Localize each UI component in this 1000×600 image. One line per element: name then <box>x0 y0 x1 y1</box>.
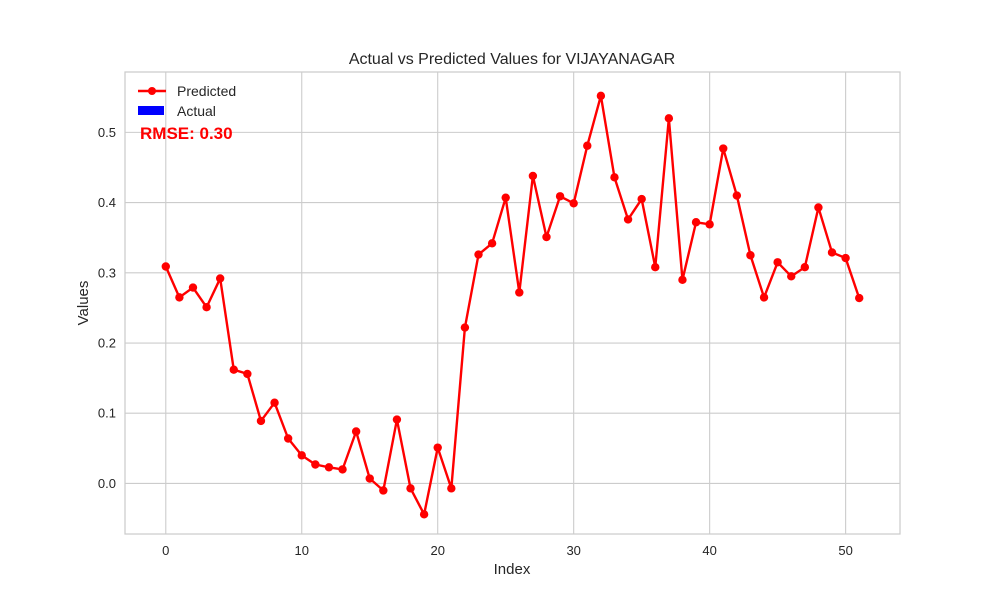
predicted-data-point <box>528 171 538 181</box>
predicted-data-point <box>583 141 592 150</box>
predicted-data-point <box>419 510 429 519</box>
x-tick-label: 30 <box>566 543 580 558</box>
predicted-data-point <box>623 215 633 224</box>
predicted-data-point <box>474 250 483 259</box>
predicted-data-point <box>596 91 606 101</box>
predicted-data-point <box>243 369 252 379</box>
chart-title: Actual vs Predicted Values for VIJAYANAG… <box>349 51 675 68</box>
predicted-data-point <box>651 262 660 272</box>
predicted-data-point <box>855 293 864 303</box>
predicted-data-point <box>188 283 198 292</box>
x-tick-label: 0 <box>162 543 169 558</box>
y-tick-label: 0.3 <box>98 265 116 280</box>
predicted-data-point <box>229 365 238 374</box>
predicted-data-point <box>256 416 266 426</box>
x-axis-ticks: 0 10 20 30 40 50 <box>162 543 853 558</box>
predicted-data-point <box>787 272 796 281</box>
predicted-data-point <box>542 232 551 242</box>
legend: Predicted Actual <box>138 83 236 119</box>
predicted-data-point <box>460 323 470 332</box>
y-tick-label: 0.5 <box>98 125 116 140</box>
predicted-data-point <box>161 262 170 271</box>
predicted-data-point <box>705 220 714 229</box>
predicted-data-point <box>719 144 728 153</box>
predicted-data-point <box>569 199 578 208</box>
predicted-data-point <box>773 258 782 267</box>
predicted-data-point <box>637 194 646 204</box>
y-axis-label: Values <box>75 281 92 326</box>
predicted-data-point <box>691 218 701 227</box>
predicted-data-point <box>732 191 742 200</box>
x-tick-label: 50 <box>838 543 852 558</box>
predicted-series-line <box>164 94 861 516</box>
x-tick-label: 10 <box>295 543 309 558</box>
x-tick-label: 40 <box>702 543 716 558</box>
y-tick-label: 0.4 <box>98 195 116 210</box>
predicted-data-point <box>814 203 823 212</box>
predicted-data-point <box>841 253 850 263</box>
predicted-data-point <box>515 288 524 297</box>
predicted-data-point <box>175 293 184 302</box>
predicted-data-point <box>365 474 374 483</box>
legend-predicted-marker <box>148 87 156 95</box>
predicted-data-point <box>324 463 334 472</box>
predicted-data-point <box>297 451 306 460</box>
predicted-data-point <box>610 173 619 182</box>
predicted-data-point <box>311 460 320 469</box>
predicted-data-point <box>433 443 442 452</box>
y-tick-label: 0.0 <box>98 476 116 491</box>
grid <box>125 72 900 534</box>
predicted-data-point <box>800 262 810 272</box>
predicted-data-point <box>501 193 510 202</box>
predicted-data-point <box>678 275 687 285</box>
series-layer <box>161 91 864 519</box>
predicted-data-point <box>759 293 769 302</box>
rmse-annotation: RMSE: 0.30 <box>140 124 233 143</box>
y-axis-ticks: 0.0 0.1 0.2 0.3 0.4 0.5 <box>98 125 116 491</box>
plot-area-frame <box>124 71 901 535</box>
predicted-data-point <box>379 486 388 495</box>
predicted-data-point <box>215 274 225 283</box>
predicted-data-point <box>746 251 755 260</box>
predicted-data-point <box>338 465 347 474</box>
y-tick-label: 0.2 <box>98 336 116 351</box>
predicted-data-point <box>351 427 361 436</box>
x-tick-label: 20 <box>430 543 444 558</box>
predicted-data-point <box>270 398 279 407</box>
x-axis-label: Index <box>494 561 531 578</box>
predicted-data-point <box>202 303 211 312</box>
legend-predicted-label: Predicted <box>177 83 236 99</box>
y-tick-label: 0.1 <box>98 406 116 421</box>
predicted-data-point <box>555 192 565 201</box>
predicted-data-point <box>447 484 456 493</box>
predicted-data-point <box>664 114 674 123</box>
predicted-data-point <box>406 484 415 493</box>
predicted-data-point <box>827 248 837 257</box>
legend-actual-label: Actual <box>177 103 216 119</box>
predicted-data-point <box>283 434 293 443</box>
predicted-data-point <box>392 415 402 424</box>
predicted-data-point <box>487 239 497 248</box>
legend-actual-patch <box>138 106 164 115</box>
